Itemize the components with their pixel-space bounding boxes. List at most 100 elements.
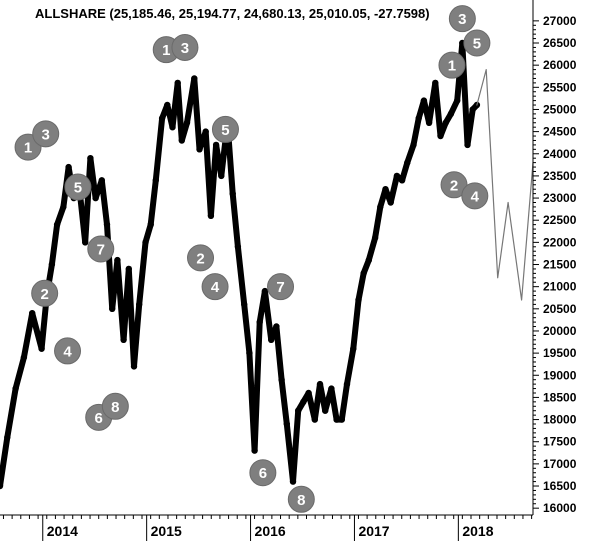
wave-label-text: 6: [95, 410, 103, 427]
wave-label-circle: [201, 273, 229, 301]
price-point: [82, 239, 89, 246]
wave-label-text: 4: [471, 188, 480, 205]
wave-label-circle: [187, 244, 215, 272]
wave-label-circle: [101, 392, 129, 420]
wave-label-circle: [440, 171, 468, 199]
wave-label-text: 6: [259, 465, 267, 482]
price-point: [437, 132, 444, 140]
price-point: [283, 420, 290, 428]
price-point: [191, 75, 198, 82]
wave-label-circle: [31, 279, 59, 307]
price-point: [410, 141, 417, 149]
price-point: [229, 190, 236, 197]
wave-label-circle: [249, 459, 277, 487]
y-tick-label: 23000: [543, 191, 577, 205]
wave-label-text: 3: [458, 11, 466, 28]
price-point: [125, 265, 132, 273]
wave-label-text: 7: [276, 279, 284, 296]
price-point: [48, 261, 56, 268]
price-point: [442, 119, 449, 127]
wave-label-text: 3: [181, 40, 189, 57]
price-point: [278, 376, 285, 383]
y-tick-label: 16500: [543, 479, 577, 493]
price-point: [158, 115, 166, 122]
price-point: [305, 389, 312, 397]
price-point: [53, 221, 61, 228]
price-point: [218, 172, 225, 180]
price-point: [246, 349, 253, 357]
price-point: [169, 124, 176, 131]
price-point: [196, 146, 203, 153]
wave-label-marker: 5: [64, 173, 92, 201]
y-tick-label: 26500: [543, 36, 577, 50]
x-tick-label: 2014: [47, 523, 78, 539]
y-tick-label: 20000: [543, 324, 577, 338]
x-axis: 2014 2015 2016 2017 2018: [2, 515, 533, 541]
wave-label-circle: [438, 51, 466, 79]
y-tick-label: 19000: [543, 368, 577, 382]
y-tick-label: 26000: [543, 58, 577, 72]
price-point: [432, 79, 439, 87]
y-tick-label: 24500: [543, 125, 577, 139]
price-point: [387, 199, 394, 206]
price-point: [343, 380, 351, 388]
wave-label-text: 1: [448, 58, 456, 75]
price-point: [447, 110, 455, 118]
y-tick-label: 25000: [543, 102, 577, 116]
y-tick-label: 21500: [543, 258, 577, 272]
wave-label-text: 2: [41, 286, 49, 303]
wave-label-text: 4: [63, 343, 72, 360]
price-point: [202, 128, 209, 135]
price-point: [4, 434, 11, 441]
price-point: [404, 159, 411, 166]
y-tick-label: 22500: [543, 213, 577, 227]
wave-label-marker: 5: [463, 29, 491, 57]
wave-label-marker: 3: [448, 5, 476, 33]
price-point: [174, 79, 181, 87]
wave-label-marker: 3: [171, 33, 199, 61]
price-point: [268, 336, 275, 343]
wave-label-circle: [64, 173, 92, 201]
price-point: [398, 177, 406, 184]
wave-label-marker: 2: [440, 171, 468, 199]
price-point: [365, 256, 372, 264]
price-point: [377, 203, 384, 211]
wave-label-marker: 8: [101, 392, 129, 420]
price-point: [241, 301, 248, 308]
y-tick-label: 27000: [543, 14, 577, 28]
wave-label-circle: [287, 485, 315, 513]
wave-label-marker: 3: [32, 120, 60, 148]
y-tick-label: 20500: [543, 302, 577, 316]
price-point: [350, 345, 357, 352]
y-tick-label: 25500: [543, 80, 577, 94]
price-point: [311, 416, 318, 423]
wave-label-circle: [448, 5, 476, 33]
price-point: [300, 398, 307, 405]
y-tick-label: 18500: [543, 390, 577, 404]
price-point: [415, 115, 422, 122]
price-point: [256, 318, 263, 326]
price-point: [420, 97, 428, 104]
price-point: [120, 336, 127, 343]
wave-label-circle: [87, 235, 115, 263]
price-point: [371, 234, 379, 242]
y-tick-label: 17500: [543, 435, 577, 449]
price-point: [328, 385, 335, 392]
price-point: [29, 310, 36, 317]
wave-label-text: 5: [473, 36, 481, 53]
y-tick-label: 23500: [543, 169, 577, 183]
price-point: [92, 194, 99, 202]
price-point: [103, 221, 111, 228]
price-point: [207, 212, 215, 219]
y-tick-label: 18000: [543, 413, 577, 427]
wave-label-marker: 4: [461, 182, 489, 210]
wave-label-circle: [463, 29, 491, 57]
wave-label-text: 7: [97, 242, 105, 259]
price-point: [183, 119, 191, 127]
price-point: [164, 101, 171, 109]
wave-label-text: 8: [297, 492, 305, 509]
price-point: [289, 478, 297, 485]
wave-label-marker: 2: [31, 279, 59, 307]
price-point: [234, 243, 242, 250]
wave-label-text: 1: [162, 42, 170, 59]
